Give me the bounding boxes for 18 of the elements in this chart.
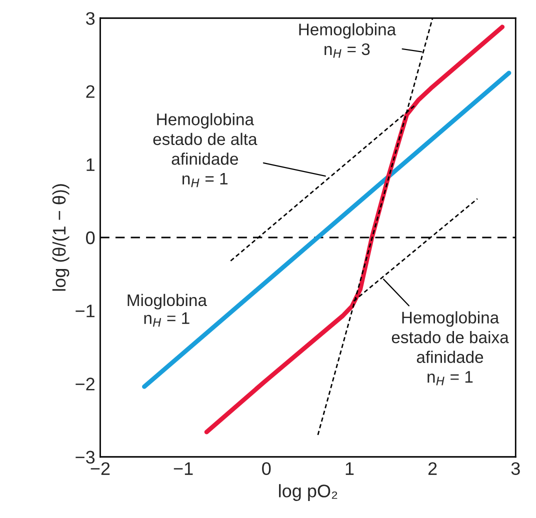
x-tick-label: 3 (511, 462, 520, 475)
y-tick-label: −1 (76, 304, 94, 318)
y-tick-label: 2 (86, 85, 94, 98)
annotation: Hemoglobina estado de alta afinidade n$_{H}$ = 1 (153, 113, 258, 188)
y-tick-label: 1 (86, 158, 94, 171)
x-tick-label: 2 (428, 462, 437, 475)
y-tick-label: 3 (86, 12, 95, 25)
y-axis-title: log (θ/(1 − θ)) (52, 184, 70, 291)
y-tick-label: 0 (86, 231, 95, 244)
x-tick-label: −1 (174, 462, 193, 475)
y-tick-label: −2 (76, 378, 94, 390)
annotation: Hemoglobina n$_{H}$ = 3 (299, 23, 396, 58)
series-label: Mioglobina n$_{H}$ = 1 (128, 294, 207, 327)
x-axis-title: log pO₂ (279, 484, 338, 501)
x-tick-label: 0 (262, 462, 271, 475)
x-tick-label: 1 (346, 462, 354, 475)
annotation: Hemoglobina estado de baixa afinidade n$_{H}$ = 1 (392, 311, 509, 386)
y-tick-label: −3 (76, 450, 95, 464)
